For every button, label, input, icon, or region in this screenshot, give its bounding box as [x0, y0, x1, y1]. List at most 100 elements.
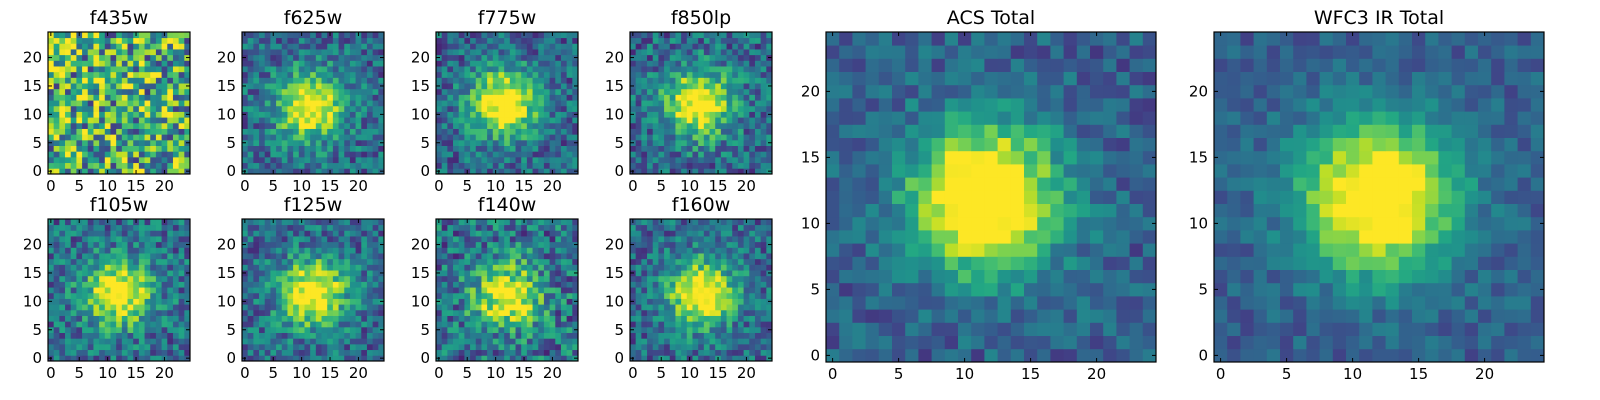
- heatmap-cell: [110, 275, 117, 282]
- heatmap-cell: [543, 355, 550, 362]
- heatmap-cell: [526, 287, 533, 294]
- heatmap-cell: [726, 156, 733, 164]
- heatmap-cell: [259, 292, 266, 299]
- heatmap-cell: [293, 292, 300, 299]
- heatmap-cell: [287, 43, 294, 50]
- heatmap-cell: [298, 134, 305, 141]
- heatmap-cell: [178, 281, 185, 288]
- heatmap-cell: [133, 117, 140, 124]
- heatmap-cell: [310, 54, 317, 61]
- heatmap-cell: [366, 247, 374, 254]
- heatmap-cell: [242, 43, 249, 50]
- heatmap-cell: [453, 83, 460, 90]
- heatmap-cell: [521, 111, 528, 118]
- heatmap-cell: [93, 49, 100, 56]
- heatmap-cell: [82, 219, 89, 226]
- heatmap-cell: [464, 343, 471, 351]
- heatmap-cell: [167, 37, 174, 44]
- heatmap-cell: [470, 83, 477, 90]
- heatmap-cell: [82, 66, 89, 73]
- heatmap-cell: [698, 292, 705, 299]
- heatmap-cell: [281, 224, 288, 231]
- heatmap-cell: [349, 230, 356, 237]
- heatmap-cell: [281, 236, 288, 243]
- heatmap-cell: [447, 111, 454, 118]
- heatmap-cell: [441, 37, 448, 44]
- heatmap-cell: [172, 83, 180, 90]
- heatmap-cell: [270, 241, 277, 248]
- heatmap-cell: [538, 258, 545, 265]
- heatmap-cell: [82, 139, 89, 146]
- heatmap-cell: [692, 309, 699, 316]
- heatmap-cell: [321, 134, 328, 141]
- heatmap-cell: [726, 332, 733, 339]
- heatmap-cell: [647, 355, 654, 362]
- heatmap-cell: [127, 94, 134, 101]
- heatmap-cell: [709, 156, 716, 164]
- heatmap-cell: [82, 355, 89, 362]
- heatmap-cell: [630, 122, 637, 129]
- heatmap-cell: [549, 309, 556, 316]
- y-tick-label: 0: [226, 349, 236, 367]
- heatmap-cell: [276, 309, 283, 316]
- heatmap-cell: [366, 60, 374, 67]
- heatmap-cell: [361, 32, 368, 39]
- heatmap-cell: [281, 343, 288, 351]
- heatmap-cell: [355, 100, 362, 107]
- heatmap-cell: [167, 88, 174, 95]
- heatmap-cell: [247, 37, 254, 44]
- heatmap-cell: [481, 66, 488, 73]
- heatmap-cell: [487, 88, 494, 95]
- heatmap-cell: [675, 32, 682, 39]
- heatmap-cell: [338, 111, 345, 118]
- heatmap-cell: [70, 151, 77, 158]
- heatmap-cell: [110, 71, 117, 78]
- heatmap-cell: [327, 315, 334, 322]
- heatmap-cell: [366, 315, 374, 322]
- heatmap-cell: [276, 145, 283, 152]
- heatmap-cell: [161, 122, 168, 129]
- heatmap-cell: [121, 111, 128, 118]
- heatmap-cell: [321, 100, 328, 107]
- heatmap-cell: [93, 224, 100, 231]
- heatmap-cell: [344, 105, 351, 112]
- heatmap-cell: [264, 298, 271, 305]
- heatmap-cell: [48, 264, 55, 271]
- heatmap-cell: [532, 236, 539, 243]
- heatmap-cell: [453, 156, 460, 164]
- heatmap-cell: [82, 54, 89, 61]
- heatmap-cell: [76, 287, 83, 294]
- heatmap-cell: [259, 321, 266, 328]
- heatmap-cell: [127, 281, 134, 288]
- heatmap-cell: [743, 60, 750, 67]
- heatmap-cell: [647, 32, 654, 39]
- heatmap-cell: [635, 309, 642, 316]
- heatmap-cell: [87, 162, 94, 169]
- heatmap-cell: [560, 151, 568, 158]
- heatmap-cell: [99, 54, 106, 61]
- heatmap-cell: [464, 236, 471, 243]
- heatmap-cell: [560, 236, 568, 243]
- heatmap-cell: [116, 128, 123, 135]
- heatmap-cell: [641, 105, 648, 112]
- heatmap-cell: [709, 168, 716, 175]
- heatmap-cell: [172, 258, 180, 265]
- heatmap-cell: [470, 264, 477, 271]
- heatmap-cell: [487, 264, 494, 271]
- heatmap-cell: [737, 122, 744, 129]
- heatmap-cell: [726, 338, 733, 345]
- heatmap-cell: [167, 71, 174, 78]
- heatmap-cell: [641, 321, 648, 328]
- heatmap-cell: [635, 128, 642, 135]
- heatmap-cell: [70, 247, 77, 254]
- heatmap-cell: [737, 83, 744, 90]
- x-tick-label: 0: [46, 177, 56, 195]
- heatmap-cell: [504, 162, 511, 169]
- heatmap-cell: [53, 77, 60, 84]
- heatmap-cell: [481, 258, 488, 265]
- heatmap-cell: [167, 281, 174, 288]
- heatmap-cell: [327, 139, 334, 146]
- heatmap-cell: [692, 128, 699, 135]
- heatmap-cell: [675, 43, 682, 50]
- heatmap-cell: [538, 264, 545, 271]
